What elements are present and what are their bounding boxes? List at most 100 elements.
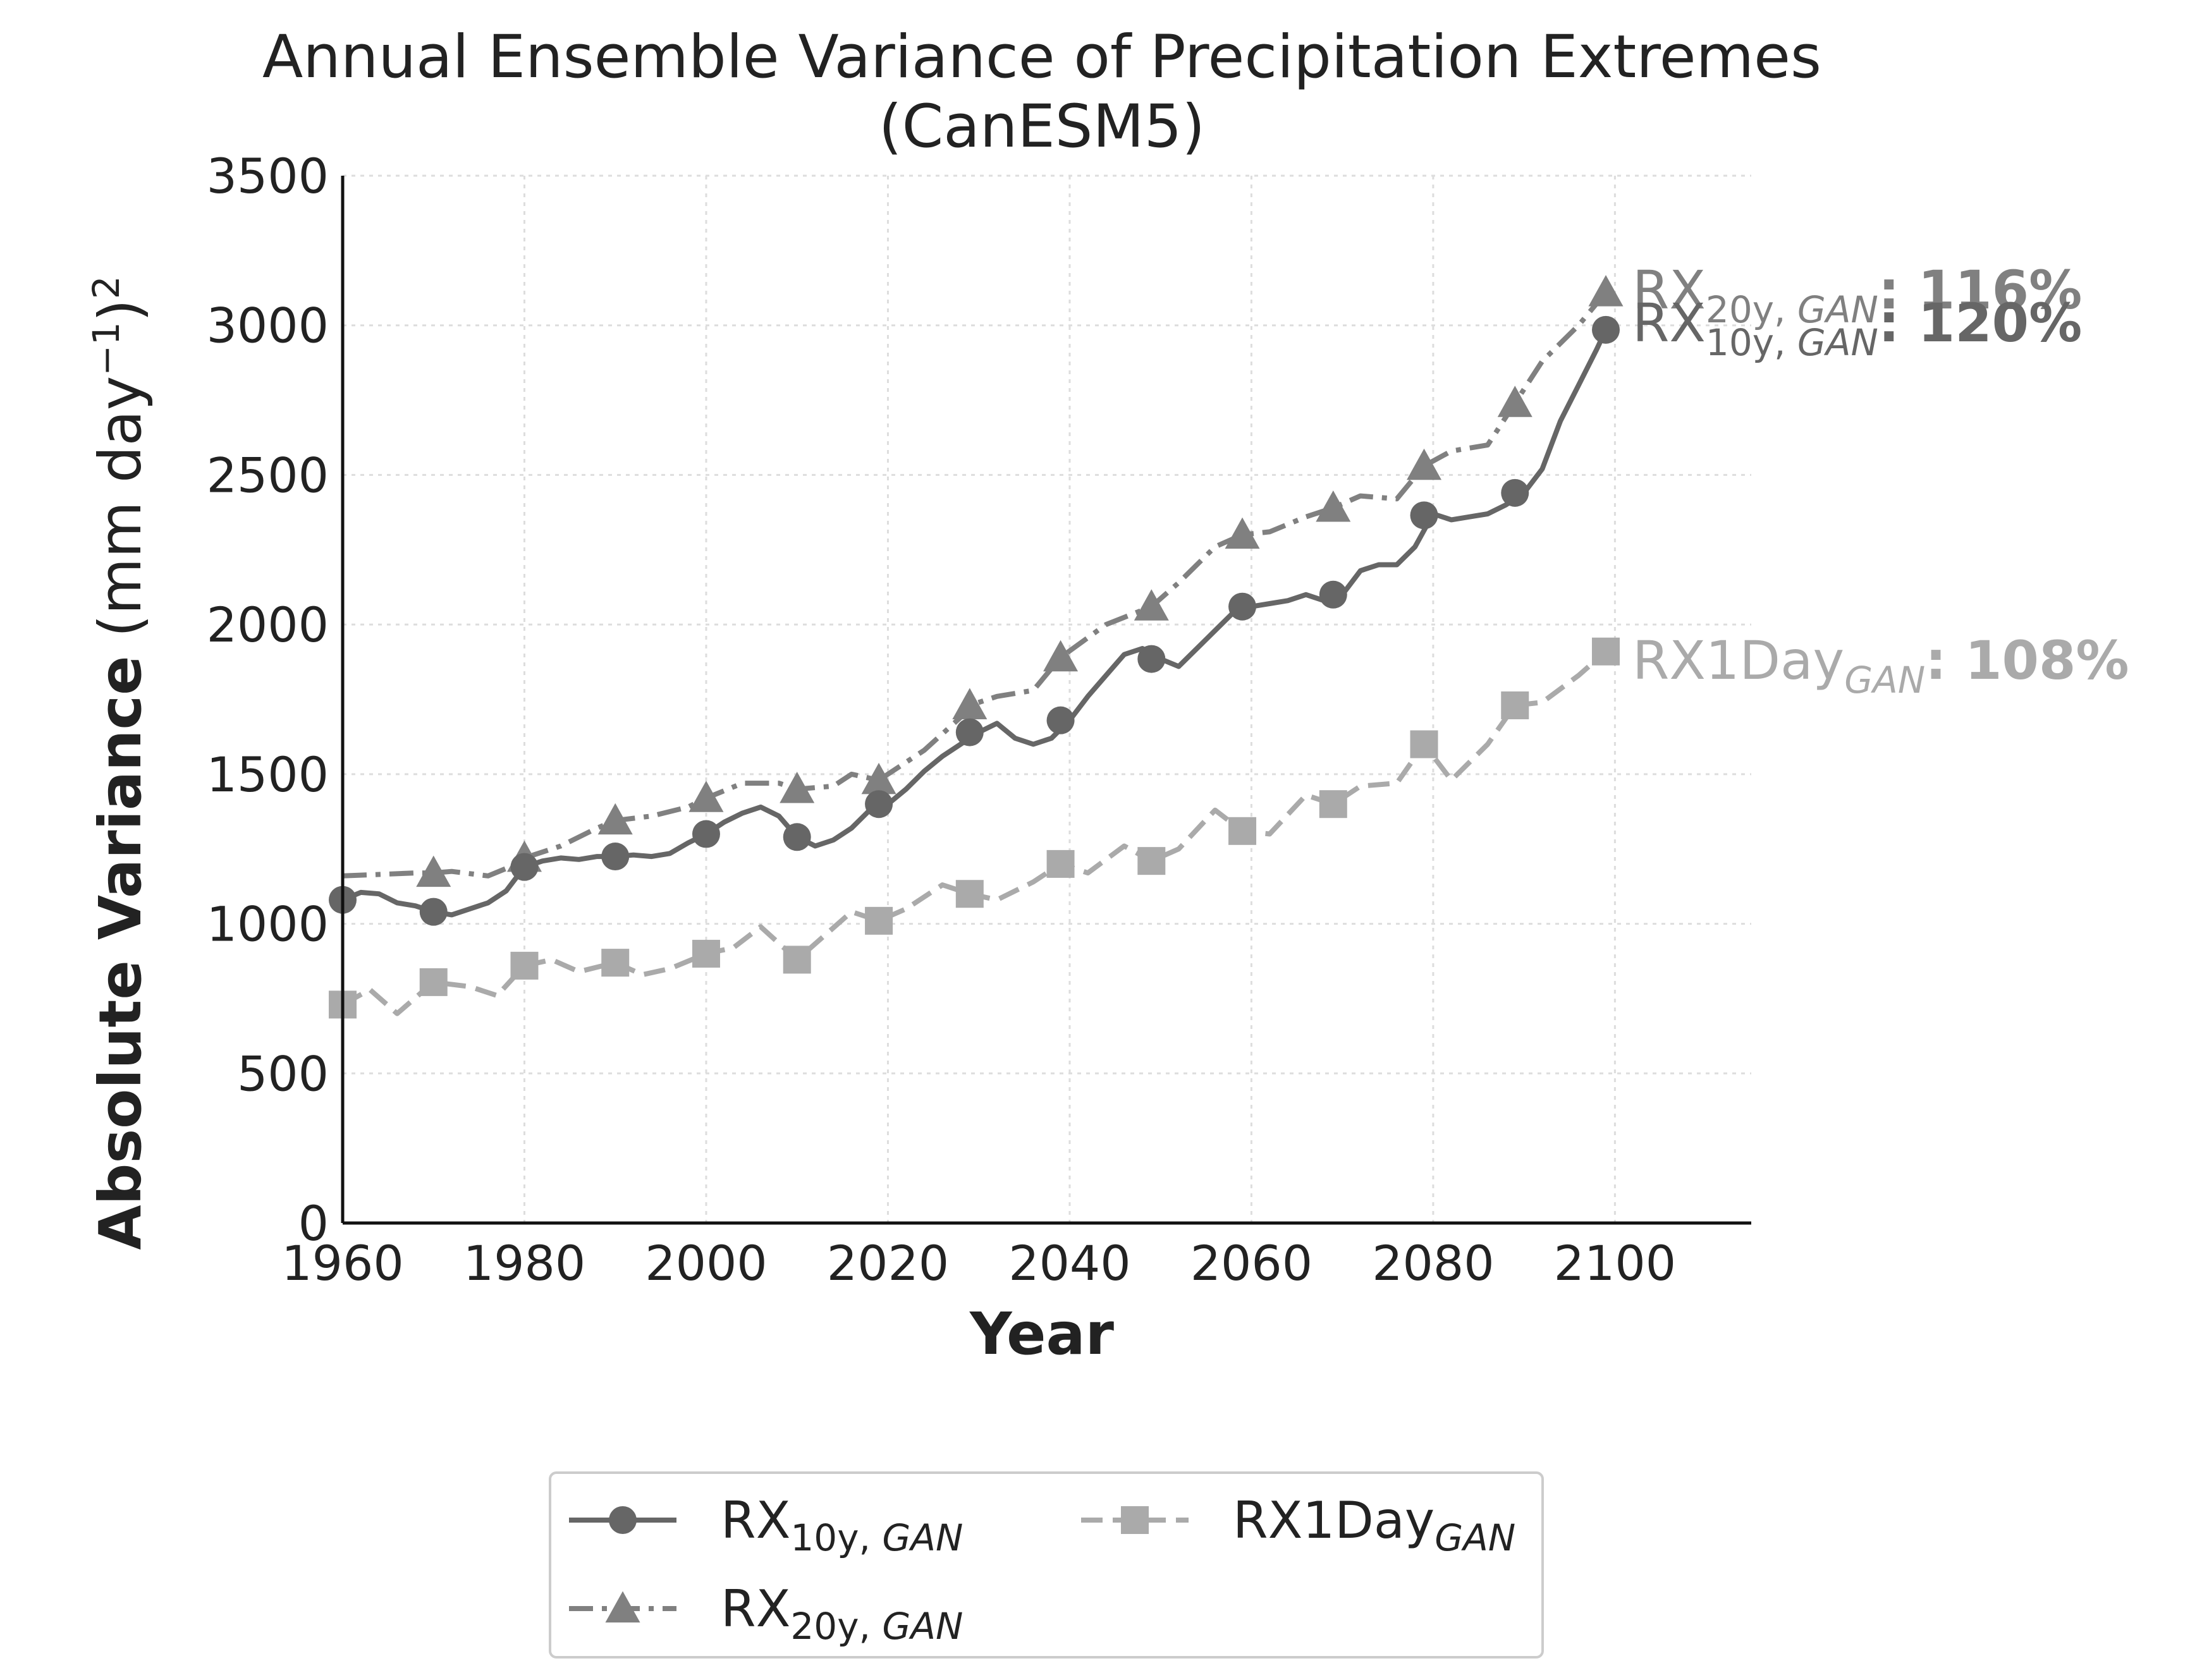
y-axis-label-sq: 2 — [85, 276, 128, 299]
series-point — [952, 688, 988, 719]
series-point — [1137, 645, 1166, 673]
end-label-name: RX — [1632, 292, 1706, 354]
end-label-subi: GAN — [1844, 659, 1925, 702]
series-point — [688, 781, 724, 812]
y-tick-label: 3000 — [207, 298, 329, 354]
series-point — [1501, 478, 1529, 507]
series-point — [780, 772, 815, 803]
y-axis-label-close: ) — [87, 299, 154, 322]
series-point — [510, 853, 539, 881]
legend-box — [549, 1471, 1544, 1659]
y-axis-label-bold: Absolute Variance — [87, 656, 154, 1250]
end-label-subi: GAN — [1797, 321, 1878, 364]
series-point — [1134, 589, 1169, 621]
legend-item: RX1DayGAN — [1081, 1491, 1515, 1559]
legend-label: RX1DayGAN — [1233, 1491, 1515, 1559]
series-point — [1497, 386, 1532, 417]
series-point — [865, 906, 893, 935]
series-point — [1316, 490, 1351, 522]
y-axis-label-unit: (mm day — [87, 376, 154, 638]
series-point — [1228, 817, 1257, 845]
series-end-label: RX20y, GAN: 116% — [1632, 259, 2082, 331]
legend-swatch-marker — [609, 1506, 637, 1534]
series-end-label: RX1DayGAN: 108% — [1632, 630, 2129, 702]
series-point — [601, 843, 630, 871]
series-end-label: RX10y, GAN: 120% — [1632, 292, 2082, 364]
end-label-name: RX — [1632, 259, 1706, 321]
series-point — [597, 803, 633, 835]
x-tick-label: 2100 — [1554, 1235, 1676, 1291]
end-label-pct: : 108% — [1925, 630, 2129, 691]
series-point — [1501, 691, 1529, 719]
series-point — [692, 820, 720, 848]
x-tick-label: 2020 — [827, 1235, 949, 1291]
series-group — [342, 275, 1624, 887]
series-point — [601, 949, 630, 977]
x-axis-label: Year — [969, 1300, 1115, 1368]
chart-subtitle: (CanESM5) — [879, 92, 1205, 161]
series-point — [783, 823, 811, 851]
y-axis-label-exp: −1 — [85, 322, 128, 376]
series-layer — [329, 275, 1624, 1019]
series-point — [783, 946, 811, 974]
y-tick-label: 1000 — [207, 896, 329, 953]
legend-label: RX10y, GAN — [721, 1491, 963, 1559]
end-labels: RX20y, GAN: 116%RX10y, GAN: 120%RX1DayGA… — [1632, 259, 2129, 702]
series-point — [1225, 517, 1260, 549]
end-label-pct: : 116% — [1878, 259, 2082, 321]
y-tick-label: 2500 — [207, 447, 329, 503]
x-tick-label: 2040 — [1008, 1235, 1130, 1291]
series-point — [1410, 501, 1438, 530]
y-tick-label: 0 — [298, 1195, 329, 1251]
series-point — [1046, 849, 1075, 878]
chart-title: Annual Ensemble Variance of Precipitatio… — [262, 23, 1821, 92]
series-point — [416, 855, 451, 887]
legend-item: RX20y, GAN — [569, 1580, 963, 1648]
y-tick-label: 1500 — [207, 746, 329, 803]
y-tick-label: 500 — [237, 1045, 329, 1102]
legend: RX10y, GAN RX20y, GAN RX1DayGAN — [549, 1471, 1544, 1659]
ticks: 1960 1980 2000 2020 2040 2060 2080 2100 0 500 1000… — [207, 148, 1677, 1291]
y-tick-label: 2000 — [207, 597, 329, 653]
series-point — [1592, 315, 1620, 344]
x-tick-label: 1960 — [281, 1235, 403, 1291]
legend-item: RX10y, GAN — [569, 1491, 963, 1559]
end-label-sub: 10y, — [1706, 321, 1797, 364]
series-point — [419, 898, 448, 926]
series-point — [1319, 790, 1347, 819]
series-point — [1592, 637, 1620, 666]
legend-swatch-marker — [1121, 1506, 1149, 1534]
series-point — [861, 762, 896, 794]
y-axis-label: Absolute Variance (mm day−1)2 — [85, 276, 154, 1250]
end-label-name: RX1Day — [1632, 630, 1844, 691]
series-point — [955, 718, 984, 746]
series-point — [1588, 275, 1624, 307]
series-line — [341, 329, 1608, 918]
x-tick-label: 2060 — [1190, 1235, 1312, 1291]
y-tick-label: 3500 — [207, 148, 329, 204]
series-point — [1410, 730, 1438, 758]
series-point — [955, 880, 984, 908]
axes — [341, 176, 1751, 1225]
x-tick-label: 1980 — [463, 1235, 585, 1291]
series-group — [329, 315, 1620, 926]
legend-label: RX20y, GAN — [721, 1580, 963, 1648]
grid — [341, 174, 1751, 1224]
end-label-pct: : 120% — [1878, 292, 2082, 354]
series-line — [342, 291, 1608, 879]
series-point — [865, 790, 893, 819]
legend-swatch-marker — [605, 1591, 640, 1622]
x-tick-label: 2080 — [1372, 1235, 1494, 1291]
end-label-sub: 20y, — [1706, 288, 1797, 331]
end-label-subi: GAN — [1797, 288, 1878, 331]
series-point — [1319, 580, 1347, 609]
series-point — [1137, 847, 1166, 875]
series-point — [510, 951, 539, 980]
series-point — [1046, 706, 1075, 734]
series-group — [329, 637, 1620, 1019]
series-point — [1407, 448, 1442, 480]
series-point — [1043, 640, 1079, 672]
series-point — [419, 968, 448, 996]
series-point — [1228, 592, 1257, 621]
